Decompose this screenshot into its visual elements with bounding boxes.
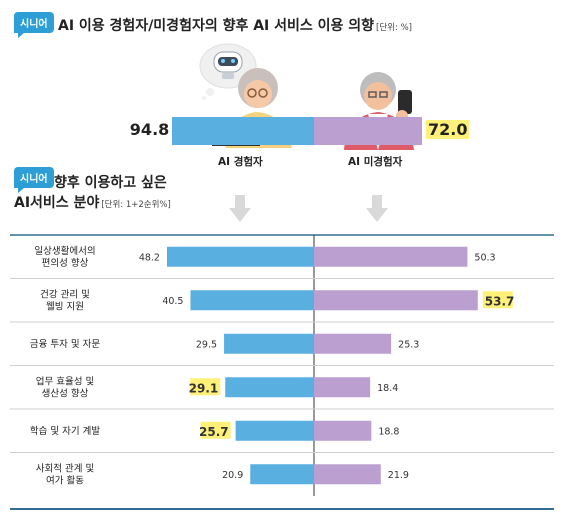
top-bar-non-experienced: [314, 117, 422, 145]
value-label: 25.7: [199, 425, 229, 439]
top-category-label: AI 경험자: [218, 156, 263, 168]
category-label: 업무 효율성 및 생산성 향상: [36, 375, 95, 399]
section-title-line2: AI서비스 분야 [단위: 1+2순위%]: [14, 192, 171, 212]
section-title-line2-text: AI서비스 분야: [14, 195, 100, 211]
senior-badge: 시니어: [14, 12, 54, 38]
category-label: 사회적 관계 및 여가 활동: [36, 462, 95, 486]
bar-non-experienced: [314, 377, 371, 398]
value-label: 20.9: [222, 470, 243, 481]
bar-experienced: [250, 464, 314, 485]
bar-non-experienced: [314, 420, 372, 441]
section-title-unit: [단위: 1+2순위%]: [101, 200, 171, 210]
category-label: 일상생활에서의 편의성 향상: [34, 245, 95, 269]
value-label: 53.7: [485, 294, 515, 308]
bar-experienced: [225, 377, 314, 398]
value-label: 40.5: [162, 296, 183, 307]
bar-non-experienced: [314, 246, 468, 267]
value-label: 29.1: [189, 381, 219, 395]
page-title-unit: [단위: %]: [376, 23, 412, 33]
value-label: 29.5: [196, 339, 217, 350]
value-label: 25.3: [398, 339, 419, 350]
service-field-chart: 일상생활에서의 편의성 향상 48.2 50.3 건강 관리 및 웰빙 지원 40.5 53.…: [10, 234, 554, 496]
bar-experienced: [235, 420, 314, 441]
top-category-label: AI 미경험자: [348, 156, 403, 168]
category-label: 학습 및 자기 계발: [30, 425, 100, 437]
arrow-down-icon: [366, 195, 388, 222]
bar-experienced: [190, 290, 314, 311]
top-value-label: 94.8: [129, 120, 170, 139]
value-label: 21.9: [388, 470, 409, 481]
page-title: AI 이용 경험자/미경험자의 향후 AI 서비스 이용 의향 [단위: %]: [58, 15, 412, 35]
value-label: 50.3: [474, 252, 495, 263]
value-label: 48.2: [139, 252, 160, 263]
category-label: 금융 투자 및 자문: [30, 338, 100, 350]
value-highlight: [200, 421, 231, 439]
bar-non-experienced: [314, 290, 478, 311]
senior-badge-2: 시니어: [14, 167, 54, 193]
bottom-divider: [10, 508, 554, 510]
bar-non-experienced: [314, 464, 381, 485]
top-bar-experienced: [171, 117, 314, 145]
category-label: 건강 관리 및 웰빙 지원: [40, 288, 90, 312]
page-title-text: AI 이용 경험자/미경험자의 향후 AI 서비스 이용 의향: [58, 18, 375, 34]
bar-non-experienced: [314, 333, 392, 354]
value-label: 18.4: [377, 383, 398, 394]
ai-robot-bubble-icon: [199, 43, 257, 100]
top-value-label: 72.0: [426, 120, 470, 139]
arrow-down-icon: [229, 195, 251, 222]
section-title-line1: 향후 이용하고 싶은: [54, 175, 167, 191]
value-highlight: [190, 378, 221, 396]
value-label: 18.8: [378, 426, 399, 437]
value-highlight: [482, 291, 513, 309]
bar-experienced: [224, 333, 314, 354]
bar-experienced: [166, 246, 314, 267]
